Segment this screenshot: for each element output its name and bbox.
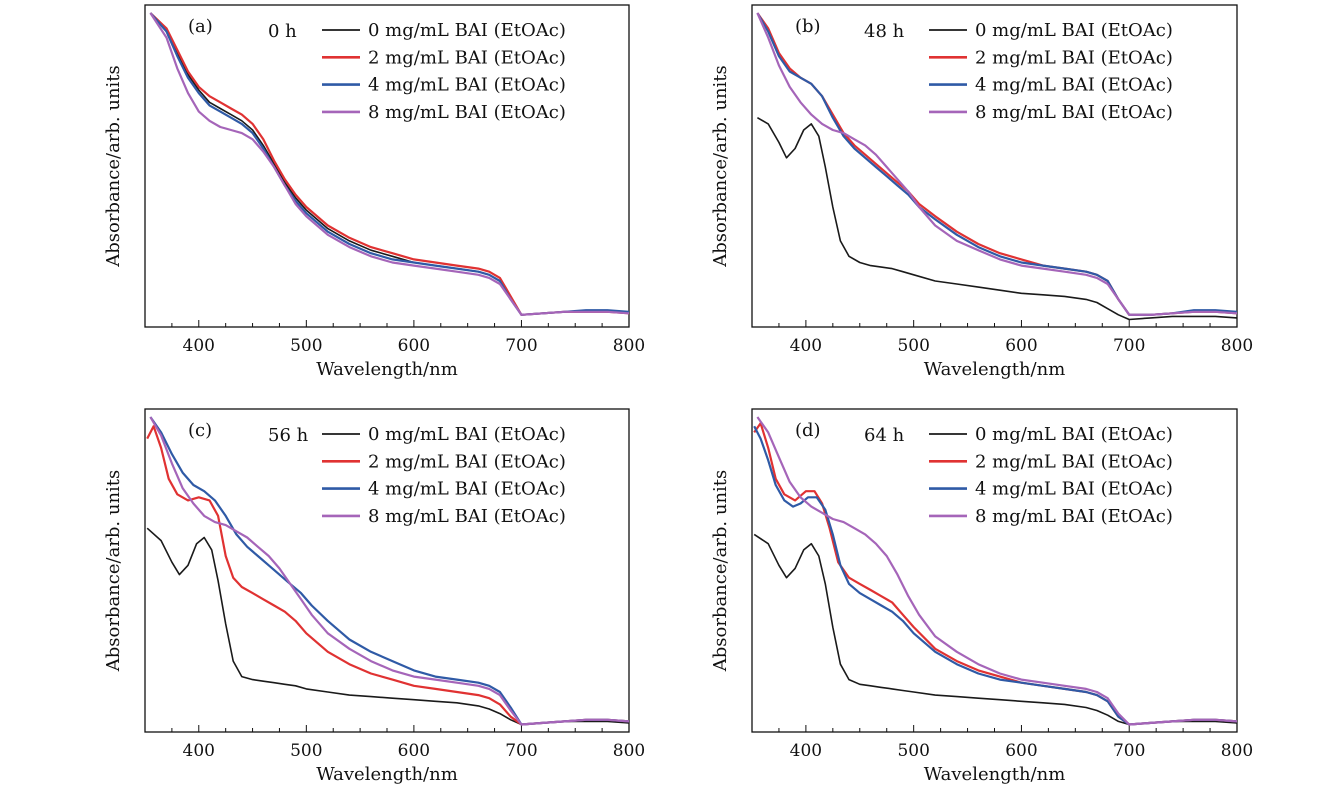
legend-label-2-mg: 2 mg/mL BAI (EtOAc)	[975, 47, 1173, 68]
legend-label-8-mg: 8 mg/mL BAI (EtOAc)	[975, 506, 1173, 527]
x-tick-label: 500	[290, 336, 322, 356]
x-tick-label: 800	[613, 741, 645, 761]
x-tick-label: 400	[183, 336, 215, 356]
legend-label-4-mg: 4 mg/mL BAI (EtOAc)	[975, 479, 1173, 500]
panel-b: 400 500 600 700 800 Wavelength/nm Absorbance/a…	[710, 4, 1253, 380]
legend-label-4-mg: 4 mg/mL BAI (EtOAc)	[368, 75, 566, 96]
x-tick-label: 800	[613, 336, 645, 356]
series-line-2-mg	[146, 425, 629, 726]
legend-label-2-mg: 2 mg/mL BAI (EtOAc)	[368, 451, 566, 472]
legend-label-0-mg: 0 mg/mL BAI (EtOAc)	[368, 424, 566, 445]
legend-label-4-mg: 4 mg/mL BAI (EtOAc)	[975, 75, 1173, 96]
x-tick-label: 500	[290, 741, 322, 761]
series-lines	[149, 12, 629, 316]
x-tick-label: 500	[897, 336, 929, 356]
series-line-8-mg	[756, 416, 1237, 726]
x-axis-title: Wavelength/nm	[924, 359, 1066, 380]
x-tick-label: 400	[790, 336, 822, 356]
panel-tag: (b)	[795, 16, 821, 37]
x-tick-label: 500	[897, 741, 929, 761]
series-line-0-mg	[146, 527, 629, 726]
x-tick-label: 600	[398, 336, 430, 356]
time-label: 0 h	[268, 21, 297, 42]
time-label: 64 h	[864, 425, 905, 446]
x-tick-label: 400	[183, 741, 215, 761]
series-line-0-mg	[753, 533, 1237, 726]
series-line-8-mg	[149, 12, 629, 316]
x-tick-label: 800	[1221, 336, 1253, 356]
x-tick-label: 800	[1221, 741, 1253, 761]
legend-label-0-mg: 0 mg/mL BAI (EtOAc)	[368, 20, 566, 41]
x-tick-label: 600	[1005, 741, 1037, 761]
y-axis-title: Absorbance/arb. units	[103, 65, 124, 268]
panel-tag: (d)	[795, 420, 821, 441]
y-axis-title: Absorbance/arb. units	[710, 470, 731, 673]
y-axis-title: Absorbance/arb. units	[710, 65, 731, 268]
time-label: 48 h	[864, 21, 905, 42]
legend-label-8-mg: 8 mg/mL BAI (EtOAc)	[368, 506, 566, 527]
x-tick-label: 600	[1005, 336, 1037, 356]
legend-label-2-mg: 2 mg/mL BAI (EtOAc)	[975, 451, 1173, 472]
series-line-4-mg	[753, 425, 1237, 726]
x-tick-label: 600	[398, 741, 430, 761]
x-axis-title: Wavelength/nm	[316, 764, 458, 785]
series-line-8-mg	[756, 12, 1237, 316]
panel-c: 400 500 600 700 800 Wavelength/nm Absorbance/a…	[103, 408, 645, 785]
legend-label-4-mg: 4 mg/mL BAI (EtOAc)	[368, 479, 566, 500]
legend-label-0-mg: 0 mg/mL BAI (EtOAc)	[975, 424, 1173, 445]
legend-label-8-mg: 8 mg/mL BAI (EtOAc)	[975, 102, 1173, 123]
x-axis-title: Wavelength/nm	[924, 764, 1066, 785]
series-lines	[753, 416, 1237, 726]
y-axis-title: Absorbance/arb. units	[103, 470, 124, 673]
series-lines	[756, 12, 1237, 321]
legend-label-8-mg: 8 mg/mL BAI (EtOAc)	[368, 102, 566, 123]
x-axis-title: Wavelength/nm	[316, 359, 458, 380]
x-tick-label: 700	[1113, 741, 1145, 761]
panel-a: 400 500 600 700 800 Wavelength/nm Absorbance/a…	[103, 4, 645, 380]
x-tick-label: 700	[505, 741, 537, 761]
legend-label-0-mg: 0 mg/mL BAI (EtOAc)	[975, 20, 1173, 41]
panel-tag: (a)	[188, 16, 213, 37]
legend-label-2-mg: 2 mg/mL BAI (EtOAc)	[368, 47, 566, 68]
x-tick-label: 700	[505, 336, 537, 356]
series-line-0-mg	[757, 117, 1237, 321]
series-line-8-mg	[149, 416, 629, 726]
time-label: 56 h	[268, 425, 309, 446]
panel-tag: (c)	[188, 420, 212, 441]
x-tick-label: 400	[790, 741, 822, 761]
series-lines	[146, 416, 629, 726]
panel-d: 400 500 600 700 800 Wavelength/nm Absorbance/a…	[710, 408, 1253, 785]
x-tick-label: 700	[1113, 336, 1145, 356]
